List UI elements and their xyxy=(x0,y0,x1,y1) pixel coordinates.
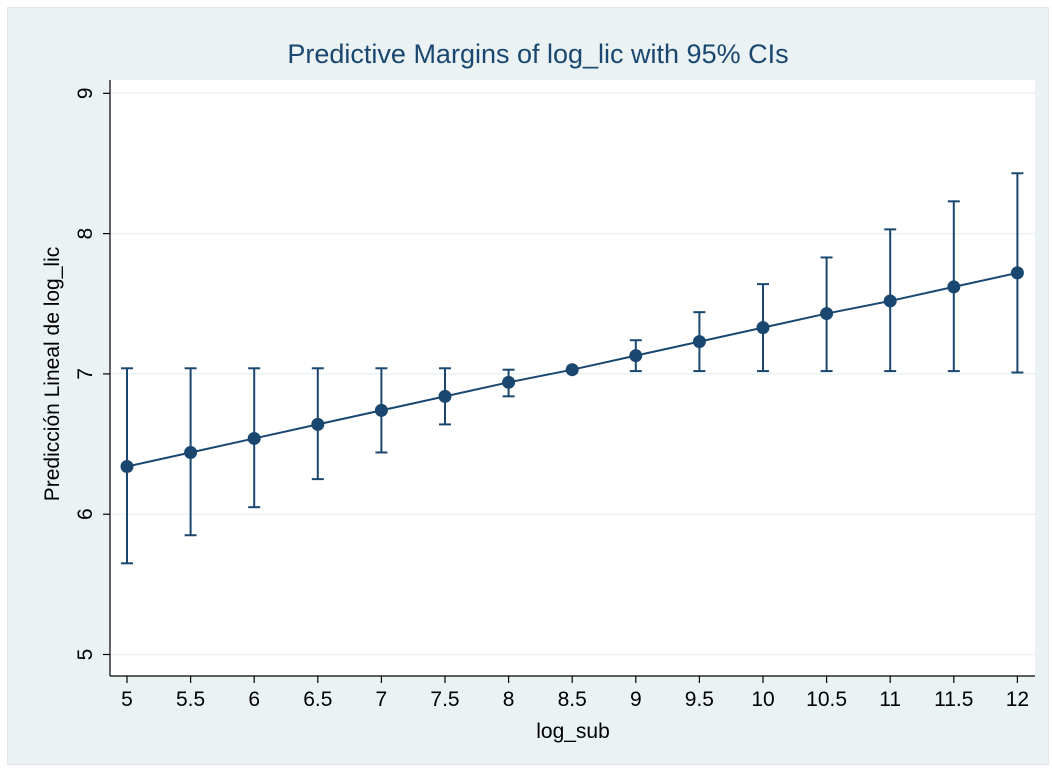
data-point-9 xyxy=(692,335,706,349)
x-tick-label-13: 11.5 xyxy=(934,688,973,711)
plot-area xyxy=(110,80,1035,676)
data-point-11 xyxy=(820,307,834,321)
y-axis-ticks: 5 6 7 8 9 xyxy=(74,87,110,660)
data-point-6 xyxy=(502,375,516,389)
data-point-2 xyxy=(247,431,261,445)
x-tick-label-5: 7.5 xyxy=(430,688,459,711)
x-axis-ticks: 5 5.5 6 6.5 7 7.5 8 8.5 9 9.5 10 10.5 11 11.5 12 xyxy=(121,676,1029,711)
data-point-1 xyxy=(184,445,198,459)
x-tick-label-14: 12 xyxy=(1006,688,1029,711)
y-tick-label-0: 5 xyxy=(74,649,97,661)
data-point-0 xyxy=(120,459,134,473)
chart-title: Predictive Margins of log_lic with 95% C… xyxy=(287,39,788,69)
data-points xyxy=(120,266,1024,473)
x-tick-label-1: 5.5 xyxy=(176,688,205,711)
y-axis-label: Predicción Lineal de log_lic xyxy=(41,247,64,502)
y-tick-label-1: 6 xyxy=(74,508,97,520)
x-tick-label-3: 6.5 xyxy=(303,688,332,711)
x-axis-label: log_sub xyxy=(536,720,610,743)
data-point-10 xyxy=(756,321,770,335)
data-point-5 xyxy=(438,389,452,403)
x-tick-label-7: 8.5 xyxy=(558,688,587,711)
x-tick-label-2: 6 xyxy=(248,688,260,711)
y-tick-label-3: 8 xyxy=(74,228,97,240)
data-point-12 xyxy=(883,294,897,308)
y-tick-label-4: 9 xyxy=(74,87,97,99)
data-point-13 xyxy=(947,280,961,294)
data-point-4 xyxy=(374,403,388,417)
x-tick-label-0: 5 xyxy=(121,688,133,711)
x-tick-label-4: 7 xyxy=(376,688,388,711)
x-tick-label-6: 8 xyxy=(503,688,515,711)
x-tick-label-8: 9 xyxy=(630,688,642,711)
x-tick-label-10: 10 xyxy=(751,688,774,711)
x-tick-label-12: 11 xyxy=(879,688,901,711)
gridlines xyxy=(110,92,1035,656)
data-point-8 xyxy=(629,349,643,363)
x-tick-label-11: 10.5 xyxy=(806,688,847,711)
x-tick-label-9: 9.5 xyxy=(685,688,714,711)
y-tick-label-2: 7 xyxy=(74,368,97,380)
data-point-3 xyxy=(311,417,325,431)
data-point-14 xyxy=(1010,266,1024,280)
data-point-7 xyxy=(565,363,579,377)
